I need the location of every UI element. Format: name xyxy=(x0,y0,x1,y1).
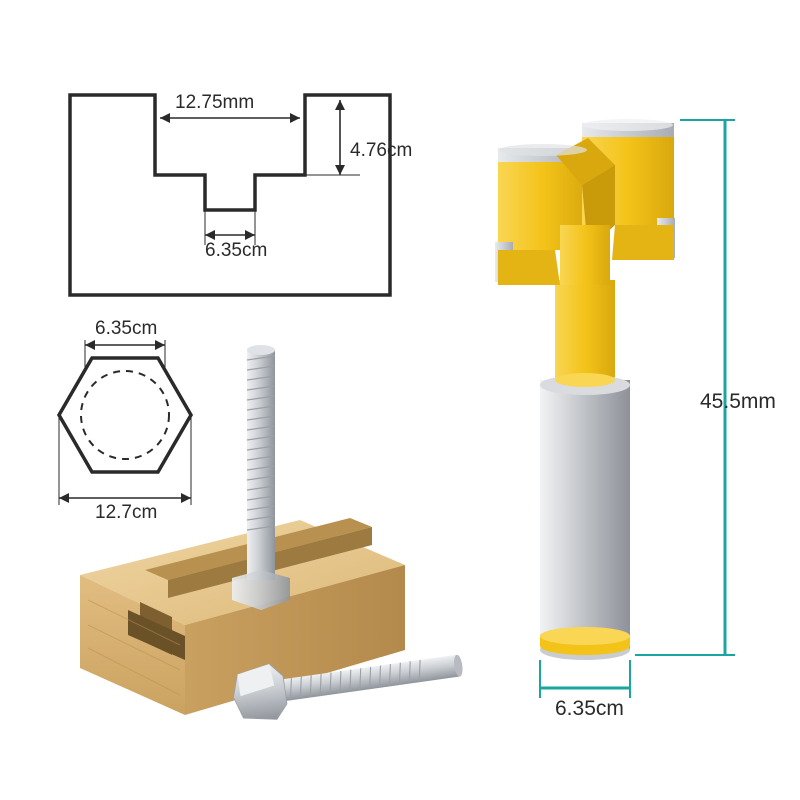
diagram-canvas: 12.75mm 4.76cm 6.35cm 6.35cm 12.7cm xyxy=(0,0,800,800)
router-length-label: 45.5mm xyxy=(700,390,776,414)
router-bit-dims xyxy=(0,0,800,800)
router-shank-label: 6.35cm xyxy=(555,697,624,721)
